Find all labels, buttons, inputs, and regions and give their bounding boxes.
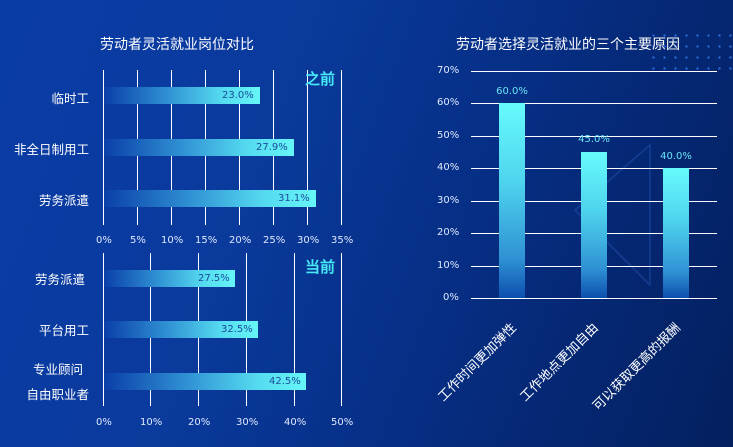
bar-value-label: 31.1% bbox=[278, 193, 310, 204]
bar-value-label: 27.5% bbox=[198, 273, 230, 284]
grid-line bbox=[471, 103, 717, 104]
x-tick: 35% bbox=[331, 235, 354, 246]
y-tick: 40% bbox=[437, 162, 460, 173]
x-tick: 0% bbox=[96, 417, 112, 428]
bar-value-label: 42.5% bbox=[269, 376, 301, 387]
grid-line bbox=[471, 298, 717, 299]
x-category-label: 工作时间更加弹性 bbox=[435, 320, 520, 405]
grid-line bbox=[103, 70, 104, 225]
category-label: 专业顾问 bbox=[32, 362, 83, 377]
bar-before-0 bbox=[104, 87, 260, 104]
grid-line bbox=[307, 70, 308, 225]
x-tick: 40% bbox=[284, 417, 307, 428]
y-tick: 50% bbox=[437, 130, 460, 141]
x-tick: 50% bbox=[331, 417, 354, 428]
x-category-label: 可以获取更高的报酬 bbox=[590, 320, 684, 414]
grid-line bbox=[341, 253, 342, 406]
category-label: 平台用工 bbox=[38, 323, 89, 338]
x-tick: 25% bbox=[263, 235, 286, 246]
period-label-before: 之前 bbox=[305, 70, 336, 88]
grid-line bbox=[341, 70, 342, 225]
grid-line bbox=[471, 136, 717, 137]
x-tick: 10% bbox=[161, 235, 184, 246]
category-label: 自由职业者 bbox=[26, 387, 89, 402]
x-tick: 0% bbox=[96, 235, 112, 246]
bar-value-label: 27.9% bbox=[256, 142, 288, 153]
bar-reason-2 bbox=[663, 168, 689, 298]
x-tick: 15% bbox=[195, 235, 218, 246]
triangle-decoration bbox=[573, 143, 651, 287]
y-tick: 20% bbox=[437, 227, 460, 238]
category-label: 劳务派遣 bbox=[38, 193, 89, 208]
x-tick: 20% bbox=[229, 235, 252, 246]
bar-current-2 bbox=[104, 373, 306, 390]
y-tick: 60% bbox=[437, 97, 460, 108]
category-label: 劳务派遣 bbox=[34, 272, 85, 287]
grid-line bbox=[103, 253, 104, 406]
bar-reason-0 bbox=[499, 103, 525, 298]
y-tick: 10% bbox=[437, 260, 460, 271]
x-tick: 30% bbox=[297, 235, 320, 246]
category-label: 非全日制用工 bbox=[13, 142, 89, 157]
bar-current-1 bbox=[104, 321, 258, 338]
bar-value-label: 32.5% bbox=[221, 324, 253, 335]
y-tick: 0% bbox=[443, 292, 459, 303]
bar-current-0 bbox=[104, 270, 235, 287]
bar-value-label: 40.0% bbox=[660, 151, 692, 162]
x-tick: 10% bbox=[140, 417, 163, 428]
period-label-current: 当前 bbox=[305, 258, 336, 276]
right-chart-title: 劳动者选择灵活就业的三个主要原因 bbox=[456, 37, 680, 53]
y-tick: 30% bbox=[437, 195, 460, 206]
bar-value-label: 23.0% bbox=[222, 90, 254, 101]
y-tick: 70% bbox=[437, 65, 460, 76]
x-tick: 20% bbox=[188, 417, 211, 428]
bar-before-2 bbox=[104, 190, 316, 207]
x-tick: 30% bbox=[236, 417, 259, 428]
bar-reason-1 bbox=[581, 152, 607, 298]
bar-value-label: 60.0% bbox=[496, 86, 528, 97]
left-chart-title: 劳动者灵活就业岗位对比 bbox=[100, 37, 254, 53]
category-label: 临时工 bbox=[51, 91, 89, 106]
grid-line bbox=[471, 71, 717, 72]
x-tick: 5% bbox=[130, 235, 146, 246]
bar-value-label: 45.0% bbox=[578, 134, 610, 145]
x-category-label: 工作地点更加自由 bbox=[517, 320, 602, 405]
dot-grid-decoration bbox=[648, 30, 733, 78]
bar-before-1 bbox=[104, 139, 294, 156]
grid-line bbox=[294, 253, 295, 406]
